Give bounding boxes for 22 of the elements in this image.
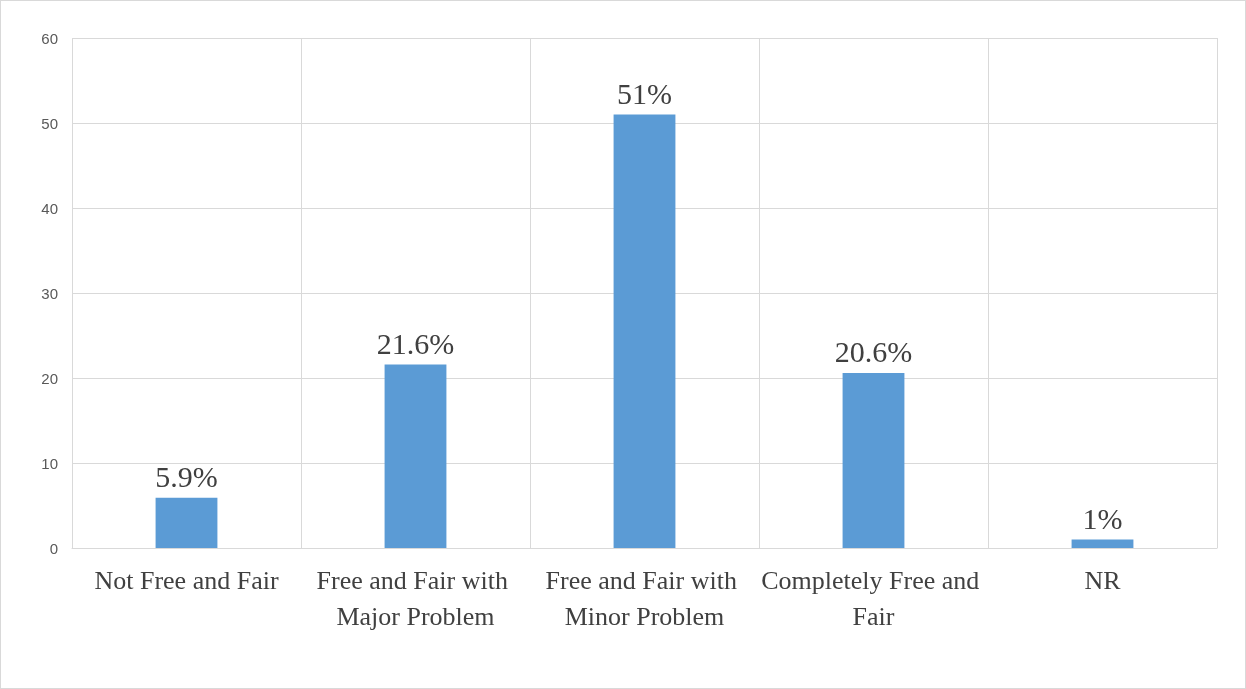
data-label: 1% [1082,502,1123,535]
data-label: 20.6% [834,335,913,369]
y-tick-label: 50 [41,114,58,132]
bar [384,364,447,548]
y-tick-label: 40 [41,199,58,217]
x-tick-label: Free and Fair with Minor Problem [545,565,744,631]
x-tick-label: Completely Free and Fair [761,565,986,631]
x-tick-label: Free and Fair with Major Problem [316,565,515,631]
bar [613,114,676,548]
x-tick-label: Not Free and Fair [94,565,279,595]
data-label: 5.9% [155,460,218,494]
y-tick-label: 0 [49,539,58,557]
bar [842,372,905,548]
y-tick-label: 30 [41,284,58,302]
data-label: 21.6% [376,326,455,360]
y-tick-label: 60 [41,29,58,47]
x-tick-label: NR [1084,565,1122,595]
y-tick-label: 10 [41,454,58,472]
data-label: 51% [617,77,672,110]
bar [155,497,218,548]
bar [1071,539,1134,548]
y-tick-label: 20 [41,369,58,387]
